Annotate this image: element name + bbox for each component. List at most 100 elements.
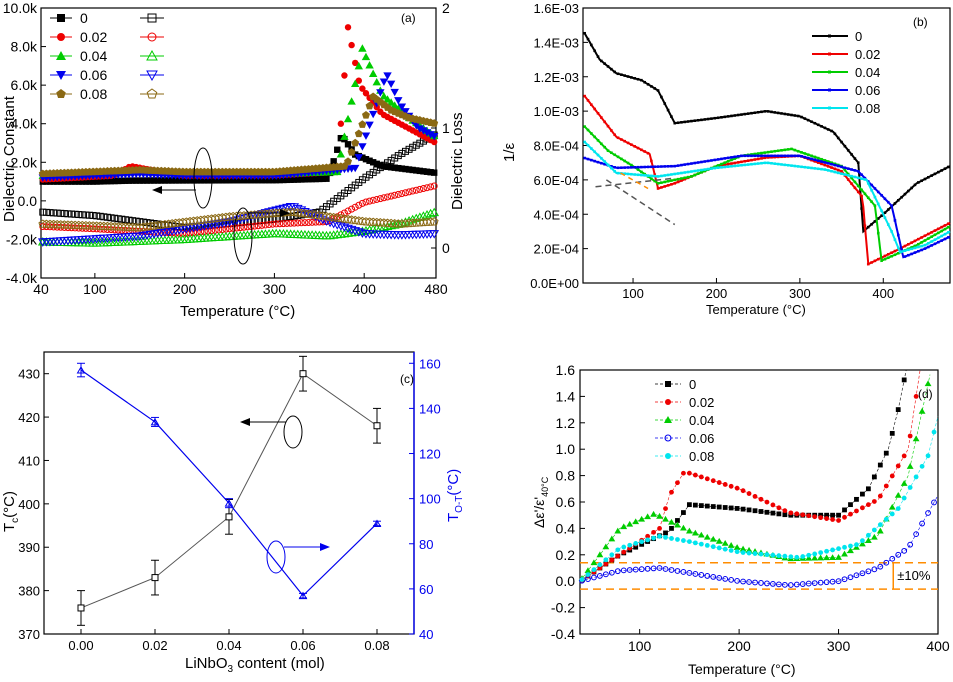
d-plot-frame (579, 369, 939, 635)
d-series-point (817, 554, 825, 561)
d-series-point (871, 499, 877, 504)
a-loss-point (340, 209, 348, 217)
d-series-point (716, 480, 722, 485)
b-series-point (673, 172, 677, 176)
b-series-point (806, 156, 810, 160)
b-series-point (636, 165, 640, 169)
b-series-point (696, 169, 700, 172)
d-series-point (656, 565, 663, 571)
b-series-point (870, 200, 873, 204)
b-series-point (773, 154, 777, 158)
b-series-point (583, 140, 586, 144)
b-series-point (600, 116, 603, 119)
b-y-tick-label: 1.2E-03 (533, 70, 579, 85)
d-series-point (931, 429, 937, 435)
a-eps-point (276, 176, 283, 184)
a-loss-point (103, 221, 112, 231)
b-series-point (873, 204, 877, 207)
a-eps-point (226, 177, 233, 184)
b-series-point (643, 165, 647, 169)
a-eps-point (398, 165, 406, 172)
d-series-point (746, 491, 752, 496)
b-series-point (616, 72, 620, 76)
a-loss-point (366, 171, 374, 179)
a-eps-point (251, 177, 258, 184)
b-series-point (640, 170, 643, 174)
b-y-tick-label: 2.0E-04 (533, 242, 579, 257)
a-eps-point (269, 177, 276, 184)
b-series-point (860, 177, 863, 180)
b-series-point (750, 158, 753, 162)
b-series-point (903, 255, 907, 258)
b-series-point (666, 108, 670, 112)
b-series-point (583, 94, 586, 98)
a-loss-point (346, 225, 357, 235)
a-loss-point (46, 209, 54, 217)
b-series-point (917, 237, 920, 241)
d-series-point (925, 510, 931, 516)
d-series-point (615, 553, 621, 559)
b-series-point (673, 178, 677, 182)
b-series-line (583, 32, 951, 234)
d-series-point (596, 573, 603, 579)
b-series-point (626, 161, 630, 165)
a-eps-point (165, 177, 172, 184)
a-eps-point (377, 162, 384, 169)
b-series-point (890, 204, 893, 207)
a-eps-point (312, 175, 319, 183)
b-series-point (753, 162, 757, 166)
a-eps-point (323, 175, 330, 182)
a-loss-point (276, 220, 284, 228)
b-series-point (586, 128, 590, 132)
a-eps-point (423, 168, 431, 175)
a-eps-point (362, 90, 370, 97)
b-y-tick-label: 4.0E-04 (533, 207, 579, 222)
d-series-point (860, 538, 865, 544)
a-eps-point (369, 159, 377, 166)
d-series-point (842, 544, 847, 550)
b-series-point (813, 121, 817, 125)
a-loss-point (362, 198, 370, 206)
b-series-point (650, 165, 653, 169)
b-series-point (920, 236, 923, 239)
b-series-point (913, 239, 917, 243)
a-loss-point (38, 219, 48, 228)
a-loss-point (128, 222, 137, 232)
c-tot-point (298, 591, 308, 600)
b-series-point (633, 77, 637, 80)
b-series-point (760, 151, 763, 155)
d-series-point (638, 566, 645, 573)
b-series-point (733, 161, 737, 165)
a-eps-point (204, 177, 212, 184)
a-loss-point (120, 222, 130, 231)
a-eps-point (194, 177, 201, 184)
d-series-point (764, 552, 770, 558)
a-loss-point (355, 201, 363, 209)
a-loss-point (240, 223, 248, 231)
a-loss-point (347, 215, 357, 224)
d-series-point (752, 508, 758, 514)
b-series-point (853, 157, 857, 160)
b-series-point (820, 160, 823, 163)
b-series-point (770, 110, 773, 114)
d-series-point (782, 508, 788, 514)
a-eps-point (143, 177, 151, 184)
a-loss-point (106, 221, 116, 231)
d-x-tick-label: 100 (628, 638, 652, 654)
b-series-point (933, 229, 937, 232)
d-series-point (864, 537, 872, 544)
b-series-point (626, 172, 630, 176)
b-series-point (820, 167, 823, 171)
b-series-point (730, 114, 733, 118)
a-eps-point (422, 129, 432, 137)
a-loss-point (335, 222, 346, 231)
a-eps-point (337, 134, 345, 142)
b-series-point (846, 172, 850, 176)
b-series-point (740, 154, 743, 158)
d-series-point (627, 542, 633, 548)
b-series-point (626, 75, 630, 78)
a-eps-point (147, 177, 154, 184)
b-series-point (856, 176, 860, 180)
b-series-point (920, 244, 923, 248)
b-series-point (820, 162, 823, 166)
